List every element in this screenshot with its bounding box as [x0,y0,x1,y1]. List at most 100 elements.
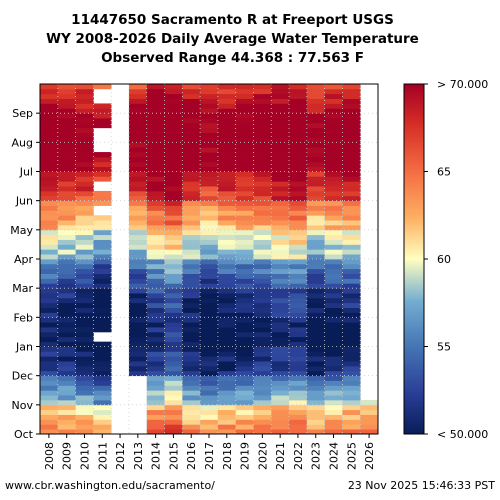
heatmap-cell [289,278,308,284]
heatmap-cell [306,103,326,109]
heatmap-cell [200,195,219,202]
heatmap-cell [289,307,308,313]
heatmap-cell [164,390,183,396]
heatmap-cell [235,137,254,143]
heatmap-cell [235,224,254,231]
heatmap-cell [40,152,59,158]
heatmap-cell [289,293,308,299]
heatmap-cell [75,224,94,231]
x-tick-label: 2018 [221,442,234,470]
heatmap-cell [271,429,290,435]
heatmap-cell [75,312,94,318]
heatmap-cell [235,171,254,177]
heatmap-cell [306,404,326,411]
heatmap-cell [200,127,219,134]
heatmap-cell [75,317,94,323]
heatmap-cell [253,331,272,338]
heatmap-cell [253,244,272,250]
heatmap-cell [200,210,219,216]
heatmap-cell [217,147,237,153]
heatmap-cell [40,414,59,420]
heatmap-cell [40,161,59,168]
heatmap-cell [253,176,272,182]
heatmap-cell [342,190,361,197]
heatmap-cell [182,147,201,153]
heatmap-cell [164,278,183,284]
heatmap-cell [271,331,290,338]
heatmap-cell [57,215,76,221]
heatmap-cell [93,375,112,381]
heatmap-cell [57,156,76,163]
heatmap-cell [360,414,379,420]
heatmap-cell [200,229,219,236]
heatmap-cell [253,297,272,304]
heatmap-cell [164,356,183,362]
heatmap-cell [146,93,165,99]
heatmap-cell [182,176,201,182]
heatmap-cell [146,132,165,138]
heatmap-cell [324,210,343,216]
heatmap-cell [289,161,308,168]
x-tick-label: 2023 [310,442,323,470]
heatmap-cell [253,283,272,289]
heatmap-cell [235,414,254,420]
heatmap-cell [128,161,148,168]
heatmap-cell [324,181,343,187]
heatmap-cell [253,259,272,265]
heatmap-cell [235,215,254,221]
heatmap-cell [253,414,272,420]
heatmap-cell [128,171,148,177]
heatmap-cell [146,278,165,284]
heatmap-cell [324,365,343,372]
heatmap-cell [217,307,237,313]
source-url: www.cbr.washington.edu/sacramento/ [5,479,215,492]
heatmap-cell [75,166,94,172]
heatmap-cell [128,200,148,206]
heatmap-cell [253,341,272,347]
heatmap-cell [271,390,290,396]
heatmap-cell [342,375,361,381]
heatmap-cell [40,429,59,435]
heatmap-cell [271,166,290,172]
heatmap-cell [324,176,343,182]
heatmap-cell [235,288,254,294]
heatmap-cell [342,186,361,192]
heatmap-cell [146,273,165,279]
heatmap-cell [360,399,379,406]
heatmap-cell [253,390,272,396]
heatmap-cell [235,268,254,274]
heatmap-cell [40,331,59,338]
heatmap-cell [57,317,76,323]
heatmap-cell [271,93,290,99]
heatmap-cell [182,263,201,270]
heatmap-cell [146,336,165,343]
heatmap-cell [271,259,290,265]
heatmap-cell [57,395,76,401]
heatmap-cell [128,205,148,211]
heatmap-cell [342,176,361,182]
heatmap-cell [217,215,237,221]
heatmap-cell [324,156,343,163]
heatmap-cell [217,404,237,411]
heatmap-cell [146,147,165,153]
heatmap-cell [128,220,148,226]
heatmap-cell [75,181,94,187]
heatmap-cell [57,268,76,274]
heatmap-cell [75,365,94,372]
heatmap-cell [75,341,94,347]
heatmap-cell [235,341,254,347]
heatmap-cell [360,404,379,411]
heatmap-cell [217,370,237,377]
heatmap-cell [289,385,308,391]
heatmap-cell [164,268,183,274]
heatmap-cell [146,399,165,406]
heatmap-cell [146,346,165,352]
heatmap-cell [182,229,201,236]
heatmap-cell [342,268,361,274]
heatmap-cell [57,122,76,129]
heatmap-cell [40,404,59,411]
heatmap-cell [342,220,361,226]
heatmap-cell [271,365,290,372]
heatmap-cell [93,356,112,362]
heatmap-cell [342,113,361,119]
